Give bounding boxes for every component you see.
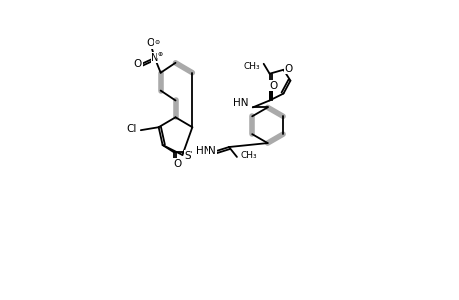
Text: O: O bbox=[134, 59, 142, 69]
Text: O: O bbox=[146, 38, 155, 48]
Text: S: S bbox=[184, 151, 190, 161]
Text: CH₃: CH₃ bbox=[242, 62, 259, 71]
Text: HN: HN bbox=[233, 98, 248, 108]
Text: CH₃: CH₃ bbox=[241, 152, 257, 160]
Text: ⊖: ⊖ bbox=[154, 40, 159, 44]
Text: N: N bbox=[151, 53, 158, 63]
Text: ⊕: ⊕ bbox=[157, 52, 162, 57]
Text: O: O bbox=[269, 81, 277, 91]
Text: Cl: Cl bbox=[126, 124, 137, 134]
Text: HN: HN bbox=[196, 146, 211, 156]
Text: O: O bbox=[173, 159, 181, 169]
Text: O: O bbox=[284, 64, 292, 74]
Text: N: N bbox=[208, 146, 216, 156]
